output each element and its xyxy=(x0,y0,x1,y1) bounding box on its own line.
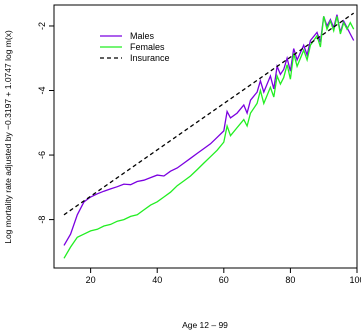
x-tick-label: 40 xyxy=(152,275,162,285)
legend-label: Females xyxy=(130,42,165,52)
y-tick-label: -6 xyxy=(37,151,47,159)
x-tick-label: 80 xyxy=(285,275,295,285)
series-line-females xyxy=(63,16,355,259)
x-tick-label: 20 xyxy=(86,275,96,285)
x-tick-label: 100 xyxy=(349,275,361,285)
x-tick-label: 60 xyxy=(219,275,229,285)
plot-frame xyxy=(53,4,358,269)
y-tick-label: -4 xyxy=(37,87,47,95)
series-line-insurance xyxy=(63,12,355,216)
series-line-males xyxy=(63,14,355,246)
legend-label: Males xyxy=(130,31,155,41)
x-axis: 20 40 60 80 100 xyxy=(86,268,361,285)
y-tick-label: -2 xyxy=(37,22,47,30)
plot-area xyxy=(63,12,355,259)
x-axis-title: Age 12 – 99 xyxy=(182,320,228,330)
y-tick-label: -8 xyxy=(37,216,47,224)
y-axis-title: Log mortality rate adjusted by −0.3197 +… xyxy=(3,30,13,244)
legend-label: Insurance xyxy=(130,53,170,63)
y-axis: -8 -6 -4 -2 xyxy=(37,22,54,224)
